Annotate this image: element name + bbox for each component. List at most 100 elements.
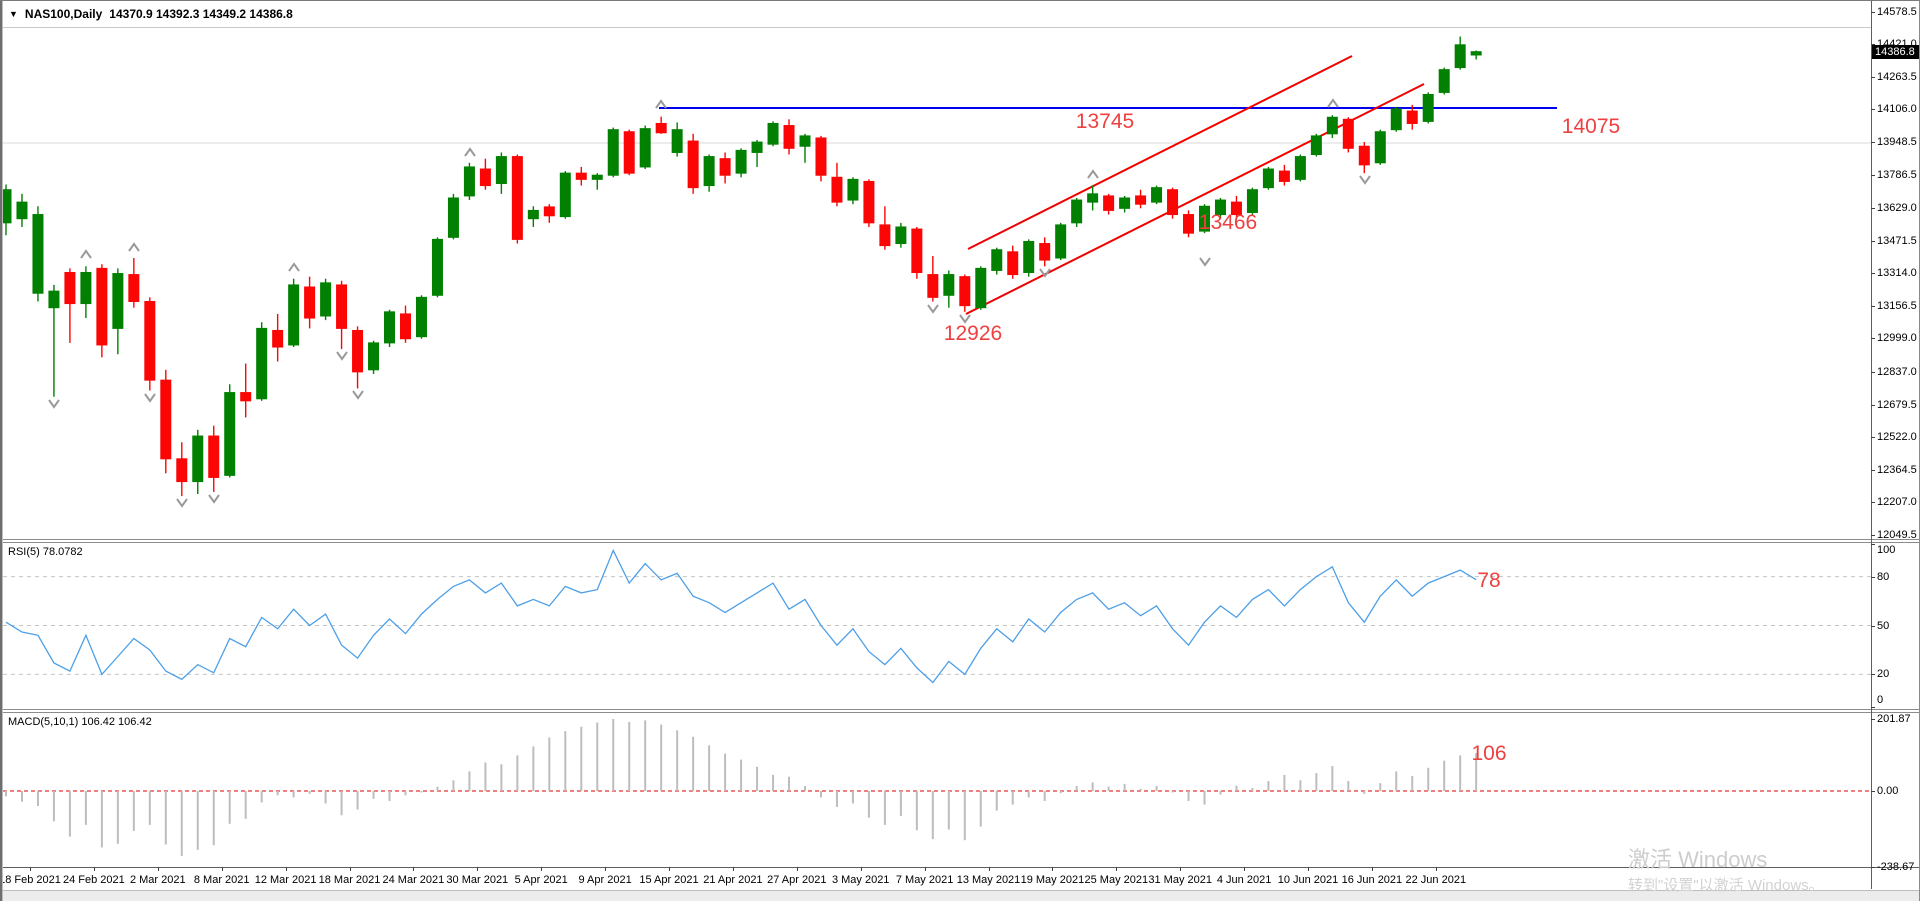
candle-body [639,128,651,168]
candle-body [352,329,364,373]
price-axis-tick [1871,437,1875,439]
candle-body [767,122,779,145]
price-annotation-text[interactable]: 13745 [1075,110,1135,133]
macd-axis-tick [1871,719,1875,720]
candle-body [1406,110,1418,124]
red-channel-trendline[interactable] [965,83,1425,315]
macd-axis-label: -238.67 [1877,861,1915,873]
rsi-axis-label: 50 [1877,619,1890,632]
date-axis-label[interactable]: 5 Apr 2021 [514,874,568,886]
price-annotation-text[interactable]: 106 [1471,742,1507,765]
candle-body [1438,69,1450,93]
candle-body [447,197,459,238]
candle-body [671,129,683,153]
candle-body [1135,195,1147,205]
date-axis-label[interactable]: 10 Jun 2021 [1277,874,1339,886]
price-axis-label: 12207.0 [1877,496,1917,509]
date-axis-label[interactable]: 7 May 2021 [895,874,954,886]
fractal-up-arrow-icon [1327,98,1339,108]
date-axis-tick [1244,867,1246,871]
price-axis-label: 13156.5 [1877,299,1917,312]
candle-body [591,174,603,180]
candle-body [1278,170,1290,182]
macd-axis-tick [1871,867,1875,868]
date-axis-label[interactable]: 16 Jun 2021 [1341,874,1403,886]
collapse-triangle-icon[interactable]: ▼ [9,8,18,19]
date-axis-label[interactable]: 25 May 2021 [1084,874,1149,886]
date-axis-label[interactable]: 4 Jun 2021 [1216,874,1272,886]
candle-body [1039,243,1051,261]
date-axis-label[interactable]: 3 May 2021 [831,874,890,886]
date-axis-label[interactable]: 24 Feb 2021 [63,874,125,886]
macd-indicator-label: MACD(5,10,1) 106.42 106.42 [8,716,152,728]
candle-body [224,392,236,476]
candle-body [1071,199,1083,224]
price-annotation-text[interactable]: 13466 [1198,211,1258,234]
rsi-axis-tick [1871,674,1875,676]
date-axis-label[interactable]: 31 May 2021 [1148,874,1212,886]
candle-body [1246,189,1258,213]
candle-body [1470,51,1482,56]
date-axis-label[interactable]: 19 May 2021 [1020,874,1085,886]
candle-body [32,214,44,294]
fractal-up-arrow-icon [464,147,476,157]
candle-body [911,228,923,274]
candle-body [863,180,875,224]
candle-body [831,176,843,203]
date-axis-label[interactable]: 22 Jun 2021 [1405,874,1467,886]
fractal-up-arrow-icon [288,262,300,272]
date-axis-label[interactable]: 18 Feb 2021 [0,874,61,886]
price-axis-tick [1871,535,1875,536]
red-channel-trendline[interactable] [967,55,1353,250]
fractal-down-arrow-icon [1199,257,1211,267]
candle-body [719,158,731,176]
price-axis-tick [1871,76,1875,78]
candle-body [80,272,92,305]
candle-body [1310,135,1322,156]
price-axis-label: 13471.5 [1877,234,1917,247]
fractal-up-arrow-icon [80,249,92,259]
macd-axis-tick [1871,791,1875,792]
fractal-down-arrow-icon [927,304,939,314]
date-axis-label[interactable]: 8 Mar 2021 [193,874,250,886]
candle-body [495,156,507,184]
windows-activation-watermark-sub: 转到"设置"以激活 Windows。 [1628,877,1824,894]
panel-separator[interactable] [0,709,1920,710]
candle-body [735,149,747,174]
date-axis-label[interactable]: 15 Apr 2021 [639,874,699,886]
rsi-axis-label: 0 [1877,694,1884,706]
panel-separator[interactable] [0,712,1920,713]
candle-body [400,313,411,340]
candle-body [1167,189,1179,216]
candle-body [160,379,172,460]
date-axis-label[interactable]: 12 Mar 2021 [254,874,317,886]
date-axis-label[interactable]: 2 Mar 2021 [129,874,186,886]
fractal-down-arrow-icon [1039,268,1051,278]
date-axis-label[interactable]: 18 Mar 2021 [318,874,381,886]
price-annotation-text[interactable]: 14075 [1561,115,1621,138]
date-axis-label[interactable]: 24 Mar 2021 [382,874,445,886]
date-axis-label[interactable]: 21 Apr 2021 [703,874,763,886]
ohlc-values: 14370.9 14392.3 14349.2 14386.8 [109,7,293,21]
date-axis-label[interactable]: 9 Apr 2021 [578,874,632,886]
date-axis-tick [93,867,95,871]
price-axis-tick [1871,141,1875,143]
candle-body [463,166,475,197]
date-axis-label[interactable]: 13 May 2021 [956,874,1021,886]
candle-body [64,272,76,305]
macd-axis-label: 201.87 [1877,713,1911,725]
candle-body [847,178,859,201]
panel-separator[interactable] [0,539,1920,540]
fractal-down-arrow-icon [144,393,156,403]
candle-body [1374,131,1386,164]
date-axis-label[interactable]: 30 Mar 2021 [446,874,509,886]
panel-separator[interactable] [0,542,1920,543]
fractal-up-arrow-icon [1087,169,1099,179]
candle-body [1214,199,1226,216]
price-axis-label: 12364.5 [1877,463,1917,476]
fractal-down-arrow-icon [48,399,60,409]
price-annotation-text[interactable]: 78 [1477,569,1501,592]
price-annotation-text[interactable]: 12926 [943,322,1003,345]
date-axis-label[interactable]: 27 Apr 2021 [767,874,827,886]
